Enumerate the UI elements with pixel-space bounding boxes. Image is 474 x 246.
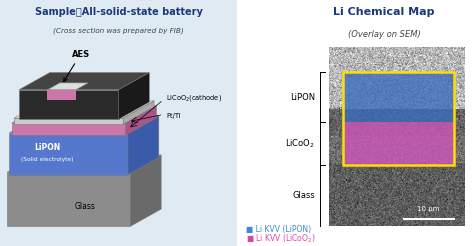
Text: LiCoO$_2$: LiCoO$_2$ — [285, 138, 315, 150]
Text: Pt/Ti: Pt/Ti — [166, 113, 181, 119]
Text: Sample：All-solid-state battery: Sample：All-solid-state battery — [35, 7, 202, 17]
Polygon shape — [123, 101, 154, 124]
Polygon shape — [47, 90, 76, 100]
Polygon shape — [7, 172, 130, 226]
Polygon shape — [9, 116, 159, 133]
Polygon shape — [19, 73, 149, 90]
Polygon shape — [130, 155, 161, 226]
Text: (Solid electrolyte): (Solid electrolyte) — [21, 157, 73, 162]
Text: (Overlay on SEM): (Overlay on SEM) — [347, 30, 420, 39]
Bar — [343, 72, 454, 165]
Polygon shape — [12, 123, 126, 135]
Polygon shape — [14, 118, 123, 124]
Polygon shape — [14, 101, 154, 118]
Polygon shape — [126, 106, 156, 135]
Polygon shape — [47, 83, 88, 90]
Text: 10 μm: 10 μm — [418, 206, 440, 212]
Polygon shape — [19, 90, 118, 119]
Text: LiPON: LiPON — [290, 92, 315, 102]
Text: AES: AES — [64, 50, 90, 81]
Text: Glass: Glass — [292, 191, 315, 200]
Polygon shape — [7, 155, 161, 172]
Polygon shape — [118, 73, 149, 119]
Polygon shape — [9, 133, 128, 175]
Text: Glass: Glass — [75, 202, 96, 211]
Text: ■ Li KVV (LiCoO$_2$): ■ Li KVV (LiCoO$_2$) — [246, 232, 316, 245]
Text: ■ Li KVV (LiPON): ■ Li KVV (LiPON) — [246, 225, 311, 234]
Bar — [343, 72, 454, 122]
Text: LiCoO$_2$(cathode): LiCoO$_2$(cathode) — [166, 93, 222, 103]
Text: Li Chemical Map: Li Chemical Map — [333, 7, 435, 17]
Text: (Cross section was prepared by FIB): (Cross section was prepared by FIB) — [53, 27, 184, 34]
Bar — [343, 122, 454, 165]
Polygon shape — [12, 106, 156, 123]
Text: LiPON: LiPON — [34, 143, 61, 152]
Polygon shape — [128, 116, 159, 175]
